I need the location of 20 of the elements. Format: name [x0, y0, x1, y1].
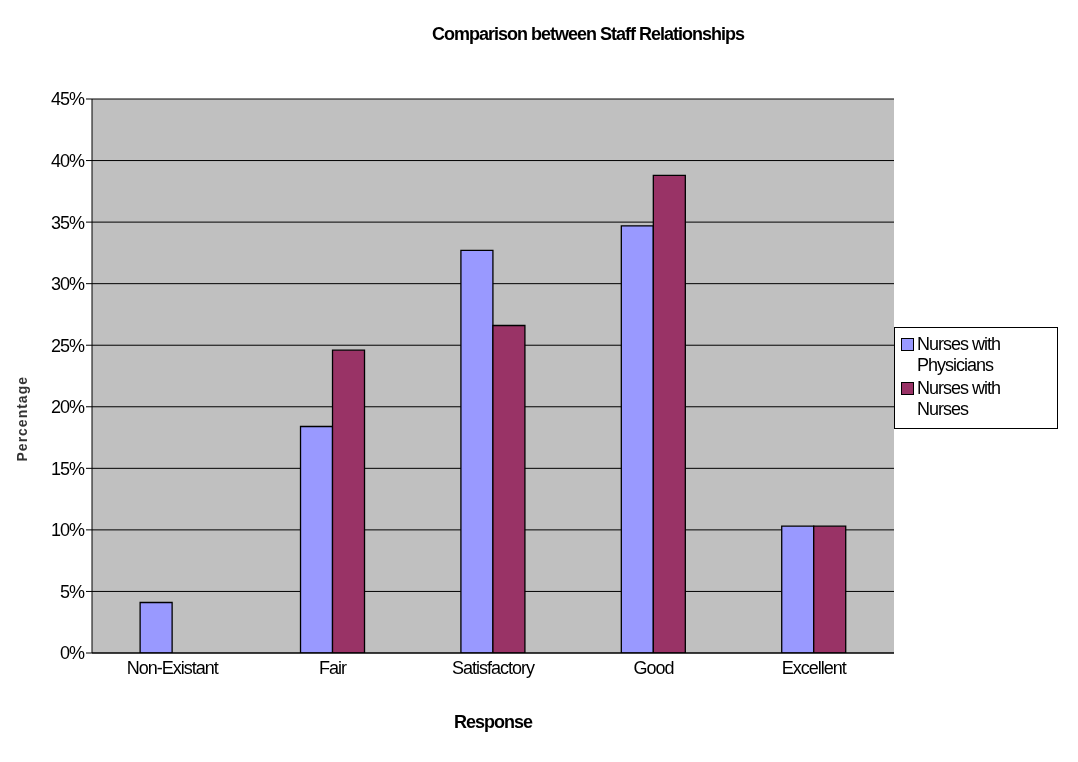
y-tick-label: 45%: [50, 89, 85, 110]
y-axis-title: Percentage: [13, 376, 30, 462]
x-tick-label: Non-Existant: [126, 657, 219, 678]
x-tick-label: Good: [633, 657, 674, 678]
y-tick-label: 10%: [50, 520, 85, 541]
y-tick-label: 15%: [50, 458, 85, 479]
y-tick-label: 0%: [59, 643, 85, 664]
x-tick-label: Fair: [319, 657, 348, 678]
legend-label: Nurses with Physicians: [917, 334, 1002, 376]
x-axis-title: Response: [453, 712, 533, 732]
y-tick-label: 35%: [50, 212, 85, 233]
y-tick-label: 25%: [50, 335, 85, 356]
x-tick-label: Excellent: [781, 657, 847, 678]
y-tick-label: 20%: [50, 397, 85, 418]
y-tick-label: 30%: [50, 274, 85, 295]
chart-title: Comparison between Staff Relationships: [430, 24, 746, 45]
y-tick-label: 40%: [50, 150, 85, 171]
x-tick-label: Satisfactory: [451, 657, 536, 678]
y-tick-label: 5%: [59, 581, 85, 602]
legend-label: Nurses with Nurses: [917, 378, 1002, 420]
